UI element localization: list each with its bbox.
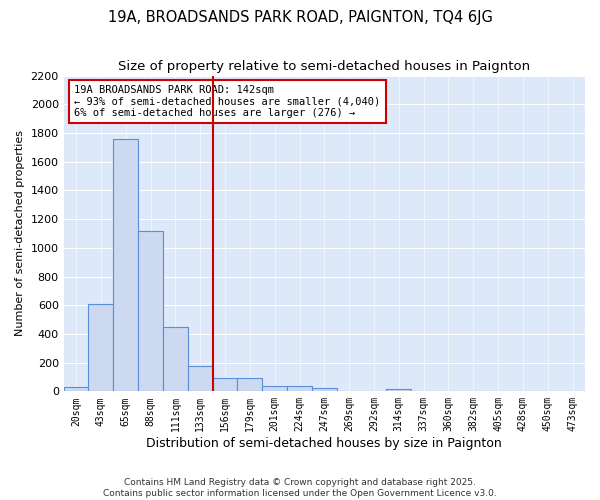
Bar	[88, 304, 113, 392]
X-axis label: Distribution of semi-detached houses by size in Paignton: Distribution of semi-detached houses by …	[146, 437, 502, 450]
Bar	[64, 387, 88, 392]
Bar	[287, 386, 312, 392]
Text: 19A, BROADSANDS PARK ROAD, PAIGNTON, TQ4 6JG: 19A, BROADSANDS PARK ROAD, PAIGNTON, TQ4…	[107, 10, 493, 25]
Bar	[238, 378, 262, 392]
Bar	[113, 138, 138, 392]
Text: 19A BROADSANDS PARK ROAD: 142sqm
← 93% of semi-detached houses are smaller (4,04: 19A BROADSANDS PARK ROAD: 142sqm ← 93% o…	[74, 85, 380, 118]
Bar	[262, 386, 287, 392]
Bar	[386, 389, 411, 392]
Bar	[312, 388, 337, 392]
Bar	[138, 230, 163, 392]
Bar	[163, 326, 188, 392]
Bar	[188, 366, 212, 392]
Title: Size of property relative to semi-detached houses in Paignton: Size of property relative to semi-detach…	[118, 60, 530, 73]
Text: Contains HM Land Registry data © Crown copyright and database right 2025.
Contai: Contains HM Land Registry data © Crown c…	[103, 478, 497, 498]
Bar	[212, 378, 238, 392]
Y-axis label: Number of semi-detached properties: Number of semi-detached properties	[15, 130, 25, 336]
